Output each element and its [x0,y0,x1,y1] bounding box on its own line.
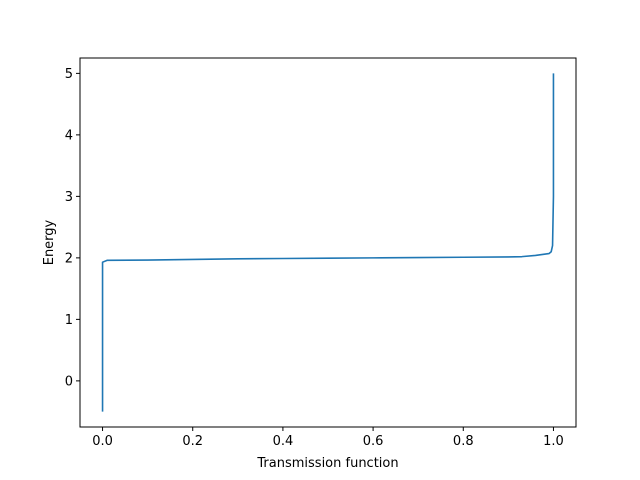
x-tick-label: 0.8 [453,434,474,449]
y-tick-label: 4 [65,128,73,143]
x-axis-label: Transmission function [256,456,398,471]
x-tick-label: 0.6 [363,434,384,449]
x-tick-label: 1.0 [543,434,564,449]
y-tick-label: 2 [65,251,73,266]
series-line-0 [101,73,555,412]
y-tick-label: 3 [65,190,73,205]
plot-area [80,58,576,427]
x-tick-label: 0.0 [92,434,113,449]
y-axis-ticks: 0 1 2 3 4 5 [65,67,80,389]
axes-frame [79,57,577,428]
x-tick-label: 0.4 [273,434,294,449]
y-tick-label: 5 [65,67,73,82]
series-lines [101,73,555,412]
y-tick-label: 0 [65,374,73,389]
x-tick-label: 0.2 [182,434,203,449]
y-axis-label: Energy [42,219,57,265]
x-axis-ticks: 0.0 0.2 0.4 0.6 0.8 1.0 [92,427,564,449]
y-tick-label: 1 [65,313,73,328]
